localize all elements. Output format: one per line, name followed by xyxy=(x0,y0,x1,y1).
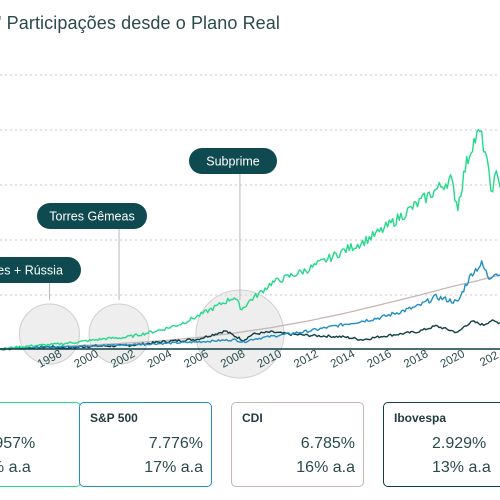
x-tick-label-10: 2018 xyxy=(402,348,430,371)
callout-label-2: Subprime xyxy=(206,155,260,169)
series-line-teal xyxy=(0,128,500,351)
card-teal: 7.957% 0% a.a xyxy=(0,402,81,487)
series-line-dark xyxy=(0,319,500,351)
line-chart: 1998 2000 2002 2004 2006 2008 2010 2012 2014 2016… xyxy=(0,74,500,379)
x-tick-label-9: 2016 xyxy=(365,348,393,371)
x-tick-label-11: 2020 xyxy=(439,348,467,371)
callout-label-0: res + Rússia xyxy=(0,264,63,278)
callout-box-0 xyxy=(0,257,81,283)
event-callouts: res + Rússia Torres Gêmeas Subprime xyxy=(0,148,277,283)
x-tick-label-8: 2014 xyxy=(329,348,358,371)
x-tick-label-12: 202 xyxy=(478,350,500,370)
card-sp500-annual: 17% a.a xyxy=(144,459,203,476)
card-sp500-total: 7.776% xyxy=(148,435,203,452)
card-teal-annual: 0% a.a xyxy=(0,459,31,476)
card-ibovespa-name: Ibovespa xyxy=(394,411,447,425)
card-sp500-name: S&P 500 xyxy=(90,411,138,425)
card-ibovespa-total: 2.929% xyxy=(432,435,487,452)
series-line-blue xyxy=(0,260,500,351)
callout-leaders xyxy=(48,174,241,300)
x-tick-label-7: 2012 xyxy=(292,348,320,371)
card-cdi-name: CDI xyxy=(242,411,263,425)
x-tick-label-4: 2006 xyxy=(182,348,210,371)
card-ibovespa-annual: 13% a.a xyxy=(432,459,491,476)
grid-lines xyxy=(0,74,500,296)
card-sp500: S&P 500 7.776% 17% a.a xyxy=(79,402,212,487)
callout-box-2 xyxy=(189,148,277,174)
callout-label-1: Torres Gêmeas xyxy=(49,210,134,224)
card-ibovespa: Ibovespa 2.929% 13% a.a xyxy=(383,402,500,487)
callout-box-1 xyxy=(37,203,147,229)
series-lines xyxy=(0,128,500,351)
x-tick-label-1: 2000 xyxy=(72,348,100,371)
card-teal-total: 7.957% xyxy=(0,435,36,452)
card-cdi: CDI 6.785% 16% a.a xyxy=(231,402,364,487)
x-tick-label-3: 2004 xyxy=(146,348,175,371)
card-cdi-annual: 16% a.a xyxy=(296,459,355,476)
chart-title: ' Participações desde o Plano Real xyxy=(0,13,281,33)
card-cdi-total: 6.785% xyxy=(300,435,355,452)
